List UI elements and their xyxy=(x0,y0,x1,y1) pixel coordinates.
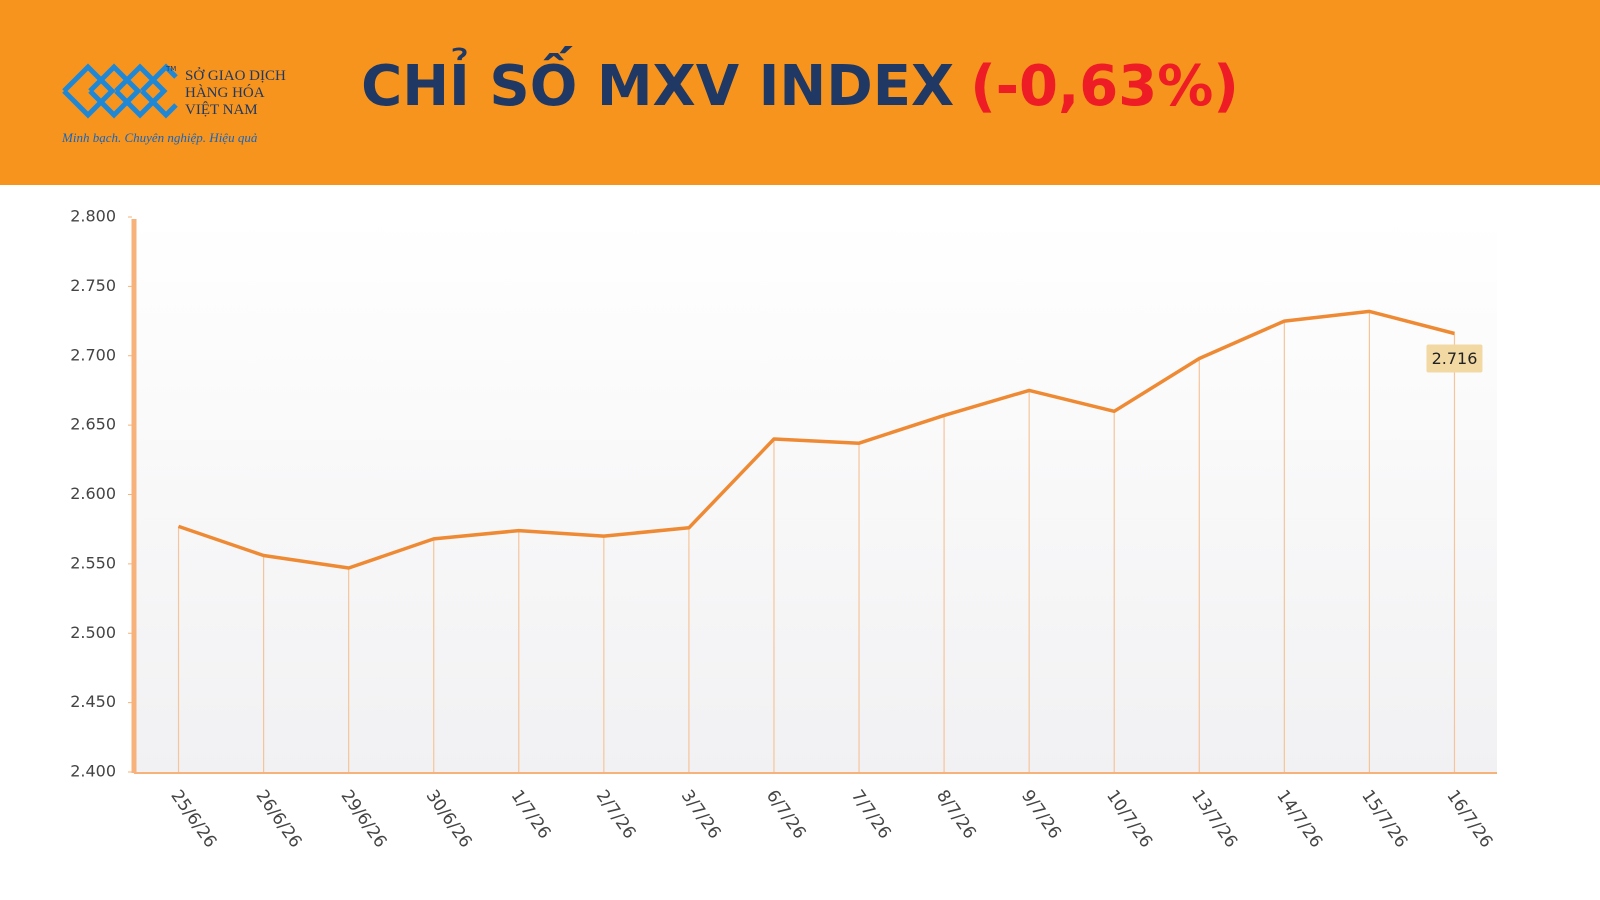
header-bar xyxy=(0,0,1600,185)
value-label-box xyxy=(1426,344,1483,373)
y-tick-label: 2.800 xyxy=(70,207,116,226)
x-tick-label: 30/6/26 xyxy=(422,786,476,851)
x-tick-label: 8/7/26 xyxy=(932,786,980,842)
logo xyxy=(62,63,178,119)
logo-text: SỞ GIAO DỊCH xyxy=(185,67,286,84)
logo-text: VIỆT NAM xyxy=(185,101,258,118)
chart-title: CHỈ SỐ MXV INDEX (-0,63%) xyxy=(361,47,1239,119)
x-tick-label: 10/7/26 xyxy=(1102,786,1156,851)
x-tick-label: 6/7/26 xyxy=(762,786,810,842)
data-line xyxy=(177,309,1455,570)
x-tick-label: 1/7/26 xyxy=(507,786,555,842)
x-tick-label: 26/6/26 xyxy=(251,786,305,851)
y-tick-label: 2.700 xyxy=(70,345,116,364)
logo-text: HÀNG HÓA xyxy=(185,84,265,101)
slogan: Minh bạch. Chuyên nghiệp. Hiệu quả xyxy=(61,130,258,145)
y-tick-label: 2.400 xyxy=(70,762,116,781)
value-label: 2.716 xyxy=(1432,349,1478,368)
x-tick-label: 15/7/26 xyxy=(1357,786,1411,851)
x-tick-label: 9/7/26 xyxy=(1017,786,1065,842)
y-tick-label: 2.750 xyxy=(70,276,116,295)
x-tick-label: 2/7/26 xyxy=(592,786,640,842)
title: CHỈ SỐ MXV INDEX xyxy=(361,47,954,119)
y-tick-label: 2.600 xyxy=(70,484,116,503)
plot-area xyxy=(136,217,1497,772)
x-tick-label: 7/7/26 xyxy=(847,786,895,842)
x-tick-label: 25/6/26 xyxy=(166,786,220,851)
y-tick-label: 2.650 xyxy=(70,415,116,434)
x-tick-label: 29/6/26 xyxy=(337,786,391,851)
x-tick-label: 16/7/26 xyxy=(1442,786,1496,851)
y-tick-label: 2.550 xyxy=(70,553,116,572)
y-tick-label: 2.450 xyxy=(70,692,116,711)
logo-mark: TM xyxy=(165,65,176,73)
y-tick-label: 2.500 xyxy=(70,623,116,642)
x-tick-label: 13/7/26 xyxy=(1187,786,1241,851)
x-tick-label: 3/7/26 xyxy=(677,786,725,842)
change: (-0,63%) xyxy=(970,54,1239,119)
x-tick-label: 14/7/26 xyxy=(1272,786,1326,851)
